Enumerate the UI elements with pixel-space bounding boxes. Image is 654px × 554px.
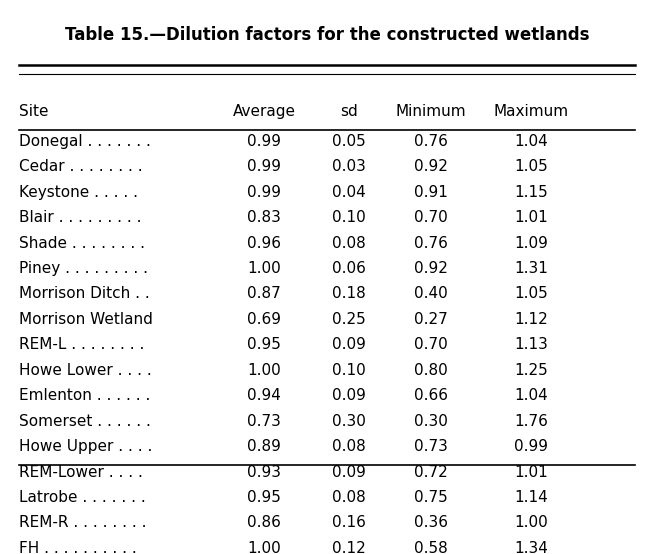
Text: 0.80: 0.80	[414, 363, 447, 378]
Text: 0.96: 0.96	[247, 235, 281, 250]
Text: sd: sd	[340, 105, 358, 120]
Text: Average: Average	[233, 105, 296, 120]
Text: FH . . . . . . . . . .: FH . . . . . . . . . .	[19, 541, 137, 554]
Text: 1.13: 1.13	[514, 337, 548, 352]
Text: 0.72: 0.72	[414, 465, 447, 480]
Text: 0.92: 0.92	[414, 159, 447, 175]
Text: 1.05: 1.05	[514, 286, 548, 301]
Text: 1.01: 1.01	[514, 210, 548, 225]
Text: 0.86: 0.86	[247, 515, 281, 531]
Text: Somerset . . . . . .: Somerset . . . . . .	[19, 414, 151, 429]
Text: Morrison Wetland: Morrison Wetland	[19, 312, 153, 327]
Text: 1.05: 1.05	[514, 159, 548, 175]
Text: 1.04: 1.04	[514, 134, 548, 149]
Text: 0.94: 0.94	[247, 388, 281, 403]
Text: 0.09: 0.09	[332, 388, 366, 403]
Text: 0.99: 0.99	[514, 439, 548, 454]
Text: 1.00: 1.00	[514, 515, 548, 531]
Text: 0.95: 0.95	[247, 337, 281, 352]
Text: 0.25: 0.25	[332, 312, 366, 327]
Text: 1.31: 1.31	[514, 261, 548, 276]
Text: 0.08: 0.08	[332, 235, 366, 250]
Text: 0.36: 0.36	[413, 515, 447, 531]
Text: Maximum: Maximum	[494, 105, 569, 120]
Text: REM-L . . . . . . . .: REM-L . . . . . . . .	[19, 337, 145, 352]
Text: 0.91: 0.91	[414, 184, 447, 199]
Text: 0.89: 0.89	[247, 439, 281, 454]
Text: REM-Lower . . . .: REM-Lower . . . .	[19, 465, 143, 480]
Text: Site: Site	[19, 105, 49, 120]
Text: 0.30: 0.30	[414, 414, 447, 429]
Text: 1.12: 1.12	[514, 312, 548, 327]
Text: Blair . . . . . . . . .: Blair . . . . . . . . .	[19, 210, 142, 225]
Text: 0.10: 0.10	[332, 210, 366, 225]
Text: 0.99: 0.99	[247, 184, 281, 199]
Text: 0.83: 0.83	[247, 210, 281, 225]
Text: 0.99: 0.99	[247, 159, 281, 175]
Text: Piney . . . . . . . . .: Piney . . . . . . . . .	[19, 261, 148, 276]
Text: 0.04: 0.04	[332, 184, 366, 199]
Text: 0.40: 0.40	[414, 286, 447, 301]
Text: 0.76: 0.76	[414, 235, 447, 250]
Text: 1.76: 1.76	[514, 414, 548, 429]
Text: 0.10: 0.10	[332, 363, 366, 378]
Text: 0.70: 0.70	[414, 337, 447, 352]
Text: 0.76: 0.76	[414, 134, 447, 149]
Text: Keystone . . . . .: Keystone . . . . .	[19, 184, 138, 199]
Text: 1.25: 1.25	[514, 363, 548, 378]
Text: 0.92: 0.92	[414, 261, 447, 276]
Text: 0.12: 0.12	[332, 541, 366, 554]
Text: Minimum: Minimum	[395, 105, 466, 120]
Text: 0.08: 0.08	[332, 439, 366, 454]
Text: 0.09: 0.09	[332, 465, 366, 480]
Text: 0.16: 0.16	[332, 515, 366, 531]
Text: Latrobe . . . . . . .: Latrobe . . . . . . .	[19, 490, 146, 505]
Text: Morrison Ditch . .: Morrison Ditch . .	[19, 286, 150, 301]
Text: 0.69: 0.69	[247, 312, 281, 327]
Text: 0.95: 0.95	[247, 490, 281, 505]
Text: 0.30: 0.30	[332, 414, 366, 429]
Text: 1.34: 1.34	[514, 541, 548, 554]
Text: 0.03: 0.03	[332, 159, 366, 175]
Text: 1.00: 1.00	[247, 541, 281, 554]
Text: 0.99: 0.99	[247, 134, 281, 149]
Text: Howe Upper . . . .: Howe Upper . . . .	[19, 439, 152, 454]
Text: 1.14: 1.14	[514, 490, 548, 505]
Text: 1.15: 1.15	[514, 184, 548, 199]
Text: 1.00: 1.00	[247, 261, 281, 276]
Text: 1.00: 1.00	[247, 363, 281, 378]
Text: 0.73: 0.73	[247, 414, 281, 429]
Text: Cedar . . . . . . . .: Cedar . . . . . . . .	[19, 159, 143, 175]
Text: 0.05: 0.05	[332, 134, 366, 149]
Text: 0.87: 0.87	[247, 286, 281, 301]
Text: 0.93: 0.93	[247, 465, 281, 480]
Text: 0.09: 0.09	[332, 337, 366, 352]
Text: 0.66: 0.66	[413, 388, 447, 403]
Text: Shade . . . . . . . .: Shade . . . . . . . .	[19, 235, 145, 250]
Text: 1.04: 1.04	[514, 388, 548, 403]
Text: 0.70: 0.70	[414, 210, 447, 225]
Text: 1.01: 1.01	[514, 465, 548, 480]
Text: 0.27: 0.27	[414, 312, 447, 327]
Text: Howe Lower . . . .: Howe Lower . . . .	[19, 363, 152, 378]
Text: REM-R . . . . . . . .: REM-R . . . . . . . .	[19, 515, 146, 531]
Text: 0.08: 0.08	[332, 490, 366, 505]
Text: Table 15.—Dilution factors for the constructed wetlands: Table 15.—Dilution factors for the const…	[65, 26, 589, 44]
Text: 0.18: 0.18	[332, 286, 366, 301]
Text: Emlenton . . . . . .: Emlenton . . . . . .	[19, 388, 150, 403]
Text: 0.75: 0.75	[414, 490, 447, 505]
Text: 0.06: 0.06	[332, 261, 366, 276]
Text: 1.09: 1.09	[514, 235, 548, 250]
Text: Donegal . . . . . . .: Donegal . . . . . . .	[19, 134, 151, 149]
Text: 0.73: 0.73	[414, 439, 447, 454]
Text: 0.58: 0.58	[414, 541, 447, 554]
